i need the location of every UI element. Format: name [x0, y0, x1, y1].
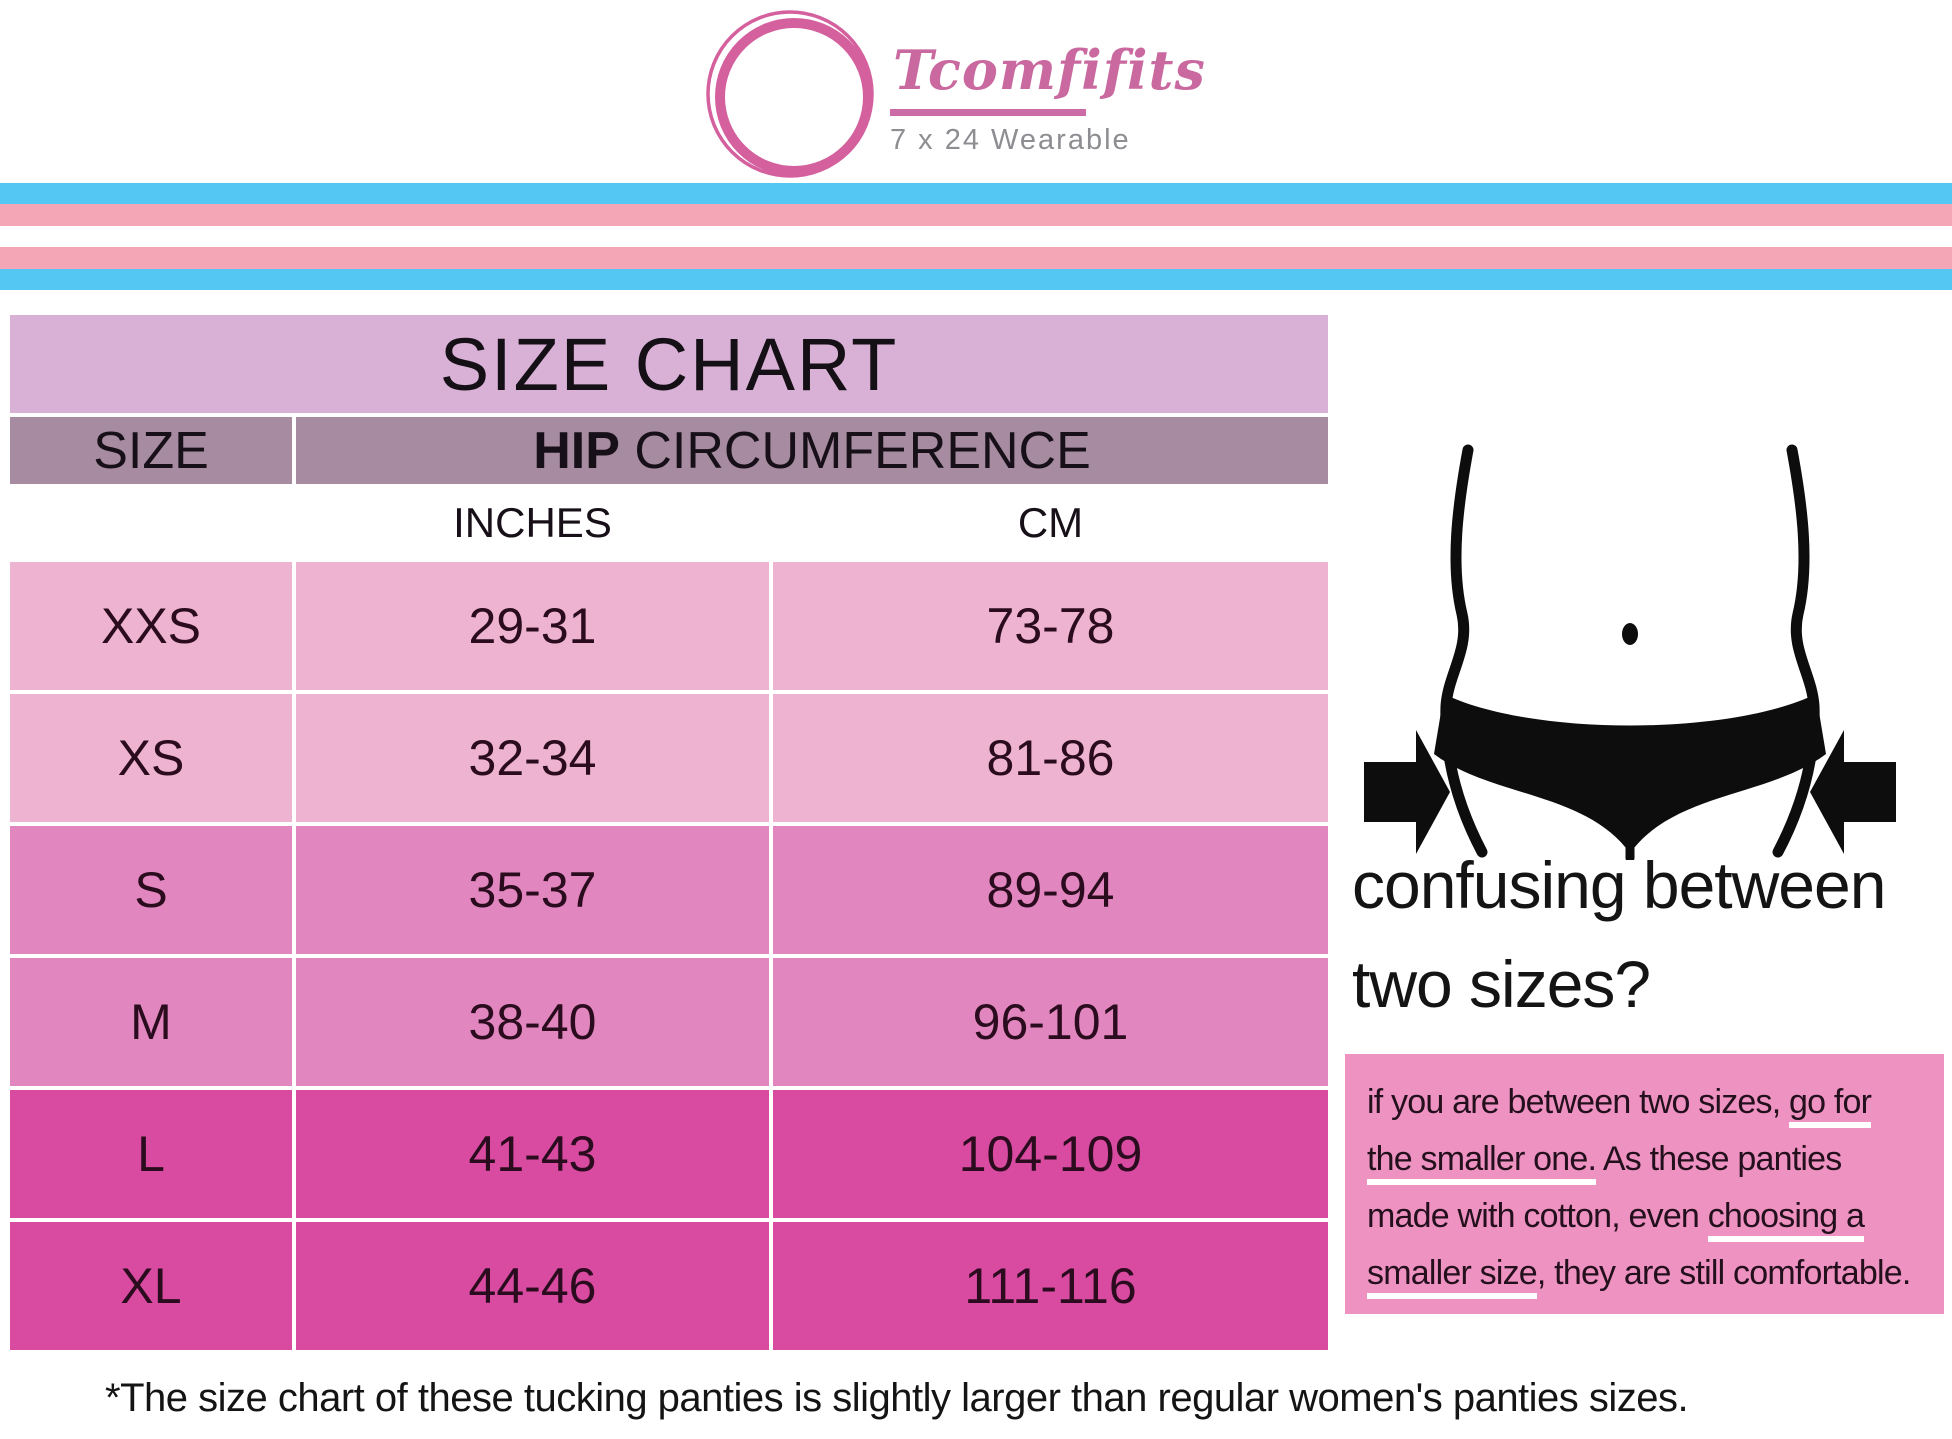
row-xxs-cm: 73-78 — [773, 562, 1328, 690]
question-line-2: two sizes? — [1352, 947, 1651, 1021]
advice-line-1: if you are between two sizes, go for — [1367, 1074, 1944, 1131]
underlined-phrase: the smaller one. — [1367, 1140, 1597, 1185]
unit-header-inches: INCHES — [296, 488, 769, 558]
underlined-phrase: choosing a — [1707, 1197, 1865, 1242]
question-line-1: confusing between — [1352, 848, 1886, 922]
advice-line-4: smaller size, they are still comfortable… — [1367, 1245, 1944, 1302]
table-title: SIZE CHART — [10, 315, 1328, 413]
unit-spacer — [10, 488, 292, 558]
row-xxs-inches: 29-31 — [296, 562, 769, 690]
underlined-phrase: smaller size — [1367, 1254, 1538, 1299]
row-xl-inches: 44-46 — [296, 1222, 769, 1350]
row-label-m: M — [10, 958, 292, 1086]
row-xl-cm: 111-116 — [773, 1222, 1328, 1350]
row-m-cm: 96-101 — [773, 958, 1328, 1086]
brand-tagline: 7 x 24 Wearable — [890, 124, 1131, 156]
question-text: confusing between two sizes? — [1352, 836, 1886, 1034]
row-label-xxs: XXS — [10, 562, 292, 690]
unit-header-cm: CM — [773, 488, 1328, 558]
row-label-s: S — [10, 826, 292, 954]
row-label-xl: XL — [10, 1222, 292, 1350]
arrow-left-icon — [1810, 730, 1896, 854]
hip-label-bold: HIP — [533, 421, 620, 480]
advice-line-3: made with cotton, even choosing a — [1367, 1188, 1944, 1245]
row-s-inches: 35-37 — [296, 826, 769, 954]
column-header-size: SIZE — [10, 417, 292, 484]
row-xs-cm: 81-86 — [773, 694, 1328, 822]
row-s-cm: 89-94 — [773, 826, 1328, 954]
flag-stripe-pink — [0, 247, 1952, 269]
advice-line-2: the smaller one. As these panties — [1367, 1131, 1944, 1188]
brand-underline — [890, 109, 1086, 116]
brand-name: Tcomfifits — [893, 38, 1206, 102]
flag-stripe-pink — [0, 204, 1952, 226]
sizing-advice-box: if you are between two sizes, go for the… — [1345, 1054, 1944, 1314]
brand-ring-icon — [706, 10, 874, 178]
arrow-right-icon — [1364, 730, 1450, 854]
row-xs-inches: 32-34 — [296, 694, 769, 822]
flag-stripe-blue — [0, 268, 1952, 290]
row-m-inches: 38-40 — [296, 958, 769, 1086]
underlined-phrase: go for — [1789, 1083, 1872, 1128]
size-chart-table: SIZE CHART SIZE HIP CIRCUMFERENCE INCHES… — [10, 315, 1330, 1350]
row-l-cm: 104-109 — [773, 1090, 1328, 1218]
hip-label-rest: CIRCUMFERENCE — [634, 421, 1091, 480]
row-label-l: L — [10, 1090, 292, 1218]
footnote: *The size chart of these tucking panties… — [105, 1376, 1689, 1420]
row-label-xs: XS — [10, 694, 292, 822]
flag-stripe-white — [0, 225, 1952, 248]
row-l-inches: 41-43 — [296, 1090, 769, 1218]
hip-measurement-icon — [1364, 444, 1896, 860]
column-header-hip-circumference: HIP CIRCUMFERENCE — [296, 417, 1328, 484]
trans-flag-stripes — [0, 183, 1952, 290]
flag-stripe-blue — [0, 183, 1952, 205]
